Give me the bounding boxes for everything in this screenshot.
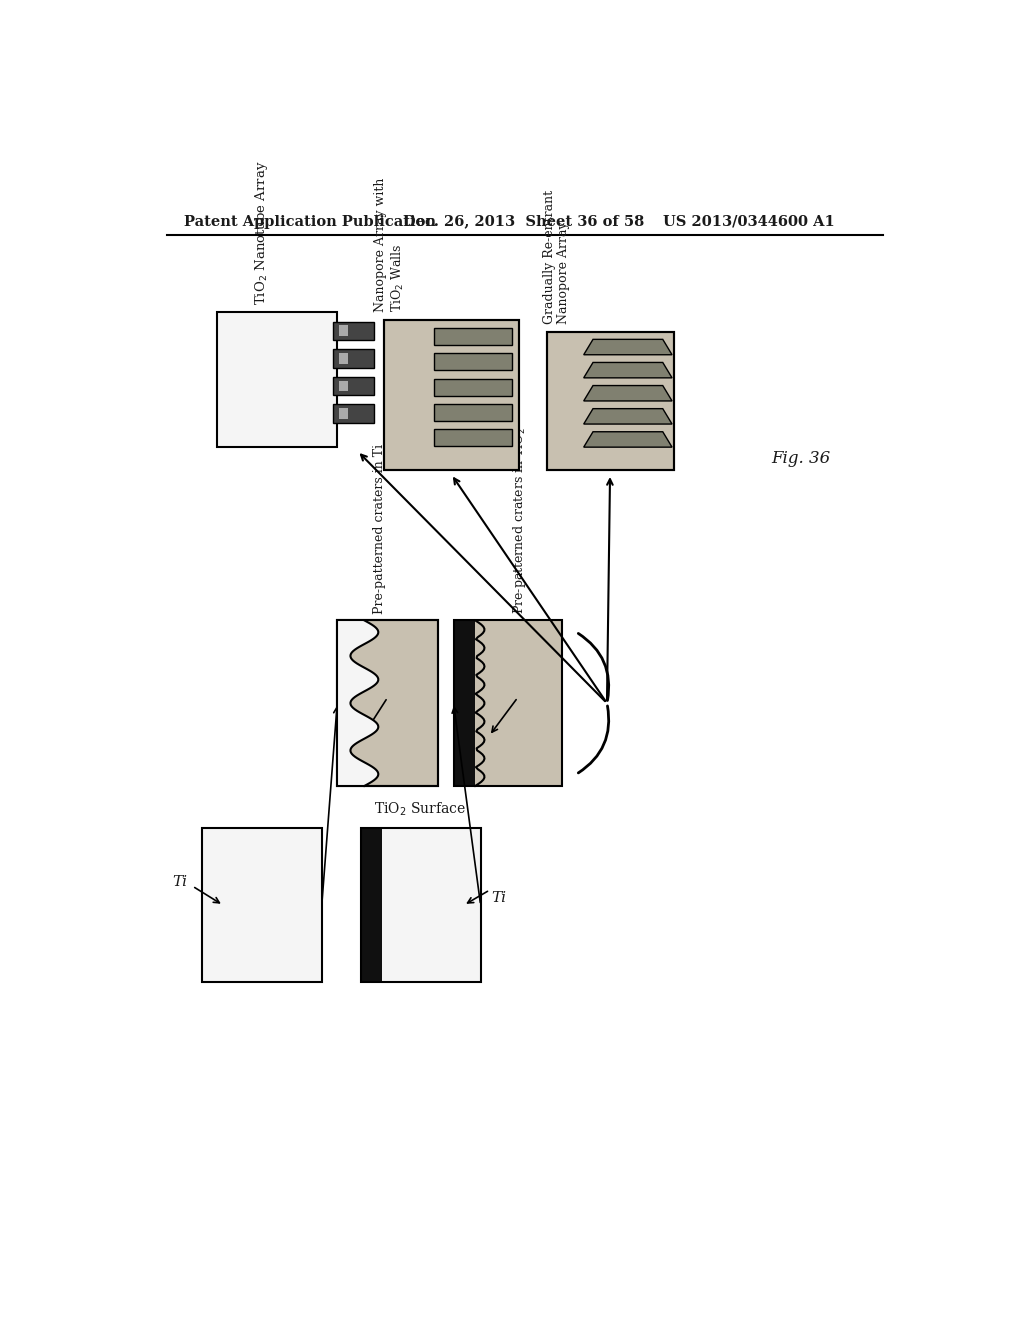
Text: Nanopore Array with: Nanopore Array with — [375, 178, 387, 313]
Text: Pre-patterned craters in Ti: Pre-patterned craters in Ti — [374, 444, 386, 614]
Polygon shape — [584, 339, 672, 355]
Bar — [434, 327, 512, 345]
Bar — [337, 620, 438, 785]
Bar — [384, 321, 519, 470]
Text: TiO$_2$ Nanotube Array: TiO$_2$ Nanotube Array — [253, 160, 269, 305]
Bar — [334, 376, 374, 395]
Bar — [202, 829, 322, 982]
Bar — [382, 829, 480, 982]
Bar — [434, 404, 512, 421]
Bar — [384, 321, 519, 470]
Text: Pre-patterned craters in TiO$_2$: Pre-patterned craters in TiO$_2$ — [511, 428, 528, 614]
Polygon shape — [337, 620, 378, 785]
Text: Nanopore Array: Nanopore Array — [557, 222, 570, 323]
Bar — [547, 331, 675, 470]
Bar — [339, 380, 348, 392]
Bar — [339, 352, 348, 364]
Bar — [434, 379, 512, 396]
Bar — [334, 404, 374, 422]
Bar — [475, 620, 562, 785]
Polygon shape — [584, 385, 672, 401]
Text: Patent Application Publication: Patent Application Publication — [183, 215, 436, 228]
Bar — [547, 331, 675, 470]
Text: TiO$_2$ Surface: TiO$_2$ Surface — [374, 800, 466, 817]
Text: Fig. 36: Fig. 36 — [771, 450, 830, 467]
Text: Gradually Re-entrant: Gradually Re-entrant — [543, 190, 556, 323]
Bar — [339, 326, 348, 337]
Bar — [360, 829, 382, 982]
Bar — [434, 354, 512, 370]
Polygon shape — [584, 409, 672, 424]
Bar — [454, 620, 562, 785]
Polygon shape — [584, 363, 672, 378]
Text: Ti: Ti — [492, 891, 507, 904]
Bar — [434, 429, 512, 446]
Bar — [454, 620, 475, 785]
Bar — [337, 620, 438, 785]
Bar — [334, 350, 374, 368]
Bar — [360, 829, 480, 982]
Bar — [339, 408, 348, 418]
Text: US 2013/0344600 A1: US 2013/0344600 A1 — [663, 215, 835, 228]
Bar — [334, 322, 374, 341]
Polygon shape — [584, 432, 672, 447]
Text: Ti: Ti — [173, 875, 187, 890]
Text: TiO$_2$ Walls: TiO$_2$ Walls — [390, 244, 407, 313]
Text: Dec. 26, 2013  Sheet 36 of 58: Dec. 26, 2013 Sheet 36 of 58 — [403, 215, 644, 228]
Bar — [217, 313, 337, 447]
